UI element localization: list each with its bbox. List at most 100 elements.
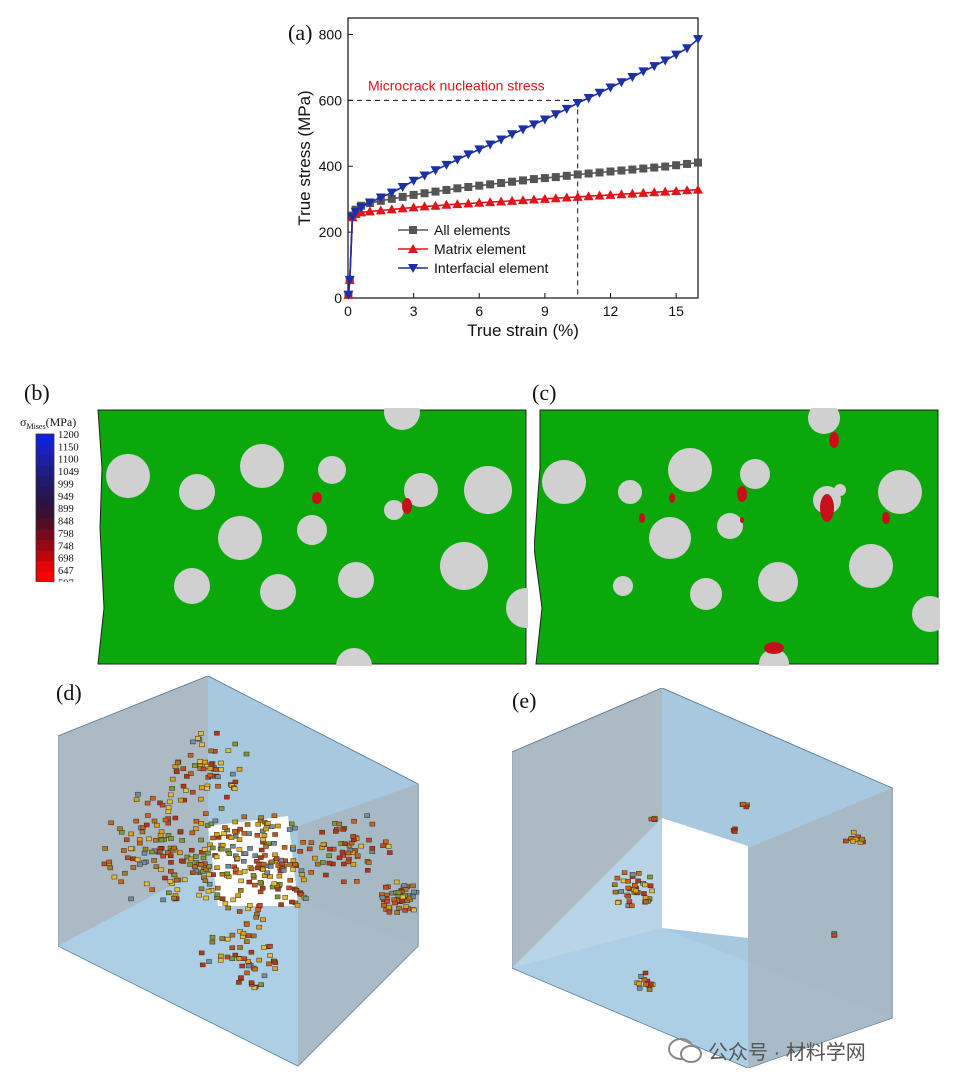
damaged-element <box>648 981 654 987</box>
hotspot <box>820 494 834 522</box>
damaged-element <box>336 821 343 827</box>
series-0-point <box>398 192 407 201</box>
colorbar-label: 999 <box>58 479 74 490</box>
damaged-element <box>647 883 654 888</box>
colorbar-label: 798 <box>58 529 74 540</box>
colorbar-label: 647 <box>58 566 74 577</box>
damaged-elements-e <box>611 801 866 992</box>
particles-b <box>106 408 528 666</box>
legend-marker <box>408 244 418 253</box>
damaged-element <box>199 850 205 855</box>
damaged-element <box>308 870 314 875</box>
damaged-element <box>158 867 164 873</box>
damaged-element <box>224 794 230 800</box>
series-1-point <box>364 206 375 216</box>
hotspot <box>740 517 744 523</box>
damaged-element <box>224 936 231 942</box>
x-axis-label: True strain (%) <box>467 321 579 340</box>
colorbar-swatch <box>36 465 54 477</box>
damaged-element <box>233 867 239 872</box>
damaged-element <box>244 970 250 976</box>
damaged-element <box>290 867 296 872</box>
damaged-element <box>102 846 108 851</box>
series-2-point <box>375 193 386 203</box>
damaged-element <box>121 848 127 853</box>
damaged-element <box>276 873 283 879</box>
damaged-element <box>260 867 266 873</box>
damaged-element <box>288 821 295 827</box>
series-2-point <box>583 94 594 104</box>
panel-label-a: (a) <box>288 20 313 45</box>
damaged-element <box>632 883 638 888</box>
damaged-element <box>850 829 857 835</box>
damaged-element <box>411 889 417 895</box>
hotspot <box>829 432 839 448</box>
damaged-element <box>297 849 303 854</box>
series-0-point <box>573 170 582 179</box>
damaged-element <box>339 849 346 855</box>
series-2-point <box>350 207 361 217</box>
stress-hotspots-c <box>639 432 890 654</box>
damaged-element <box>641 977 648 982</box>
damaged-element <box>168 836 174 841</box>
damaged-element <box>248 980 255 985</box>
damaged-element <box>219 842 226 848</box>
series-1-point <box>375 205 386 215</box>
damaged-element <box>172 815 179 821</box>
damaged-element <box>130 865 137 870</box>
damaged-element <box>198 950 205 956</box>
series-2-point <box>397 182 408 192</box>
damaged-element <box>204 786 210 791</box>
damaged-element <box>301 877 307 883</box>
damaged-element <box>208 821 215 827</box>
series-2-point <box>528 120 539 130</box>
damaged-element <box>242 851 249 856</box>
damaged-element <box>174 887 181 893</box>
series-2-point <box>550 110 561 120</box>
series-1-point <box>452 199 463 209</box>
damaged-element <box>263 844 269 849</box>
damaged-element <box>225 863 231 869</box>
damaged-element <box>159 802 166 808</box>
damaged-element <box>248 949 255 955</box>
damaged-element <box>210 835 216 841</box>
particle <box>759 649 789 666</box>
damaged-element <box>208 748 214 754</box>
damaged-element <box>177 829 184 834</box>
particle <box>542 460 586 504</box>
damaged-element <box>200 766 207 772</box>
damaged-element <box>258 982 264 987</box>
damaged-element <box>224 954 231 960</box>
damaged-element <box>646 987 653 992</box>
damaged-element <box>278 902 284 907</box>
colorbar-swatch <box>36 476 54 488</box>
damaged-element <box>642 899 649 905</box>
particle <box>464 466 512 514</box>
colorbar-label: 1100 <box>58 455 79 466</box>
damaged-element <box>638 974 644 979</box>
colorbar-label: 899 <box>58 504 74 515</box>
series-0-point <box>508 177 517 186</box>
series-1-point <box>539 193 550 203</box>
damaged-element <box>187 856 194 862</box>
damaged-element <box>173 877 180 883</box>
damaged-element <box>294 902 301 908</box>
damaged-element <box>642 882 648 888</box>
damaged-element <box>351 818 357 824</box>
panel-label-e: (e) <box>512 688 537 713</box>
damaged-element <box>166 890 172 896</box>
particle <box>174 568 210 604</box>
damaged-element <box>214 892 221 898</box>
damaged-element <box>145 813 151 818</box>
damaged-element <box>128 896 134 902</box>
damaged-element <box>232 952 239 958</box>
damaged-element <box>241 859 247 864</box>
damaged-element <box>259 847 265 853</box>
damaged-element <box>228 835 235 840</box>
series-2-point <box>660 56 671 66</box>
hotspot <box>737 486 747 502</box>
damaged-element <box>202 759 208 765</box>
damaged-element <box>219 896 226 901</box>
damaged-element <box>202 878 209 884</box>
damaged-element <box>275 823 281 829</box>
